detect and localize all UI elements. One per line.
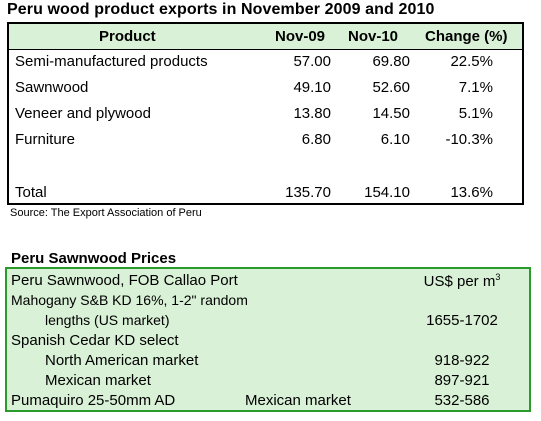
total-nov09: 135.70 xyxy=(285,184,331,201)
row-change: 7.1% xyxy=(458,79,493,96)
row-product: Semi-manufactured products xyxy=(15,53,208,70)
cedar-label: Spanish Cedar KD select xyxy=(11,332,179,349)
exports-table: Product Nov-09 Nov-10 Change (%) Semi-ma… xyxy=(7,22,524,205)
prices-header-unit: US$ per m3 xyxy=(407,272,517,290)
row-nov10: 6.10 xyxy=(380,131,410,148)
total-nov10: 154.10 xyxy=(364,184,410,201)
mex-market-value: 897-921 xyxy=(434,372,490,389)
row-change: 22.5% xyxy=(450,53,493,70)
row-change: 5.1% xyxy=(458,105,493,122)
header-nov10: Nov-10 xyxy=(348,28,399,45)
pumaquiro-market: Mexican market xyxy=(245,392,351,409)
table-row: Furniture 6.80 6.10 -10.3% xyxy=(9,131,522,151)
mahogany-label-line2: lengths (US market) xyxy=(45,312,170,328)
pumaquiro-value: 532-586 xyxy=(434,392,490,409)
row-nov09: 57.00 xyxy=(293,53,331,70)
total-row: Total 135.70 154.10 13.6% xyxy=(9,184,522,204)
header-product: Product xyxy=(99,28,156,45)
unit-superscript: 3 xyxy=(495,272,501,282)
row-nov09: 49.10 xyxy=(293,79,331,96)
total-change: 13.6% xyxy=(450,184,493,201)
exports-title: Peru wood product exports in November 20… xyxy=(7,1,435,18)
table-row: Semi-manufactured products 57.00 69.80 2… xyxy=(9,53,522,73)
unit-label: US$ per m xyxy=(423,273,496,290)
row-nov09: 6.80 xyxy=(301,131,331,148)
mahogany-value: 1655-1702 xyxy=(426,312,498,329)
prices-title: Peru Sawnwood Prices xyxy=(11,250,177,267)
row-product: Sawnwood xyxy=(15,79,89,96)
na-market-label: North American market xyxy=(45,352,199,369)
table-row: Sawnwood 49.10 52.60 7.1% xyxy=(9,79,522,99)
row-product: Veneer and plywood xyxy=(15,105,151,122)
row-nov10: 14.50 xyxy=(372,105,410,122)
pumaquiro-label: Pumaquiro 25-50mm AD xyxy=(11,392,176,409)
mex-market-label: Mexican market xyxy=(45,372,151,389)
na-market-value: 918-922 xyxy=(434,352,490,369)
row-nov09: 13.80 xyxy=(293,105,331,122)
header-nov09: Nov-09 xyxy=(275,28,326,45)
prices-header-label: Peru Sawnwood, FOB Callao Port xyxy=(11,272,238,289)
row-nov10: 69.80 xyxy=(372,53,410,70)
table-row: Veneer and plywood 13.80 14.50 5.1% xyxy=(9,105,522,125)
mahogany-label-line1: Mahogany S&B KD 16%, 1-2" random xyxy=(11,292,248,308)
source-note: Source: The Export Association of Peru xyxy=(10,207,202,219)
exports-table-header: Product Nov-09 Nov-10 Change (%) xyxy=(9,24,522,50)
row-product: Furniture xyxy=(15,131,76,148)
row-nov10: 52.60 xyxy=(372,79,410,96)
header-change: Change (%) xyxy=(425,28,508,45)
row-change: -10.3% xyxy=(445,131,493,148)
total-label: Total xyxy=(15,184,47,201)
prices-table: Peru Sawnwood, FOB Callao Port US$ per m… xyxy=(5,267,531,412)
